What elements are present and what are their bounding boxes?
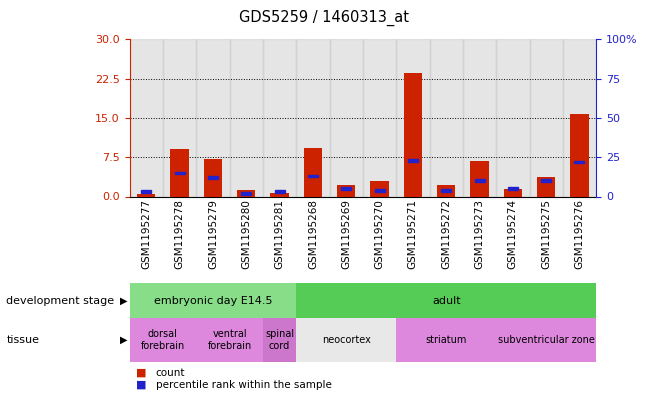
Bar [237, 190, 255, 196]
Bar [263, 39, 296, 197]
Bar [563, 39, 596, 197]
Bar [537, 176, 555, 196]
Bar [270, 193, 289, 196]
Bar [337, 185, 355, 196]
Text: percentile rank within the sample: percentile rank within the sample [156, 380, 331, 390]
Bar [570, 114, 588, 196]
Bar [463, 39, 496, 197]
Text: GDS5259 / 1460313_at: GDS5259 / 1460313_at [239, 10, 409, 26]
Bar [296, 39, 330, 197]
Bar [470, 161, 489, 196]
Text: subventricular zone: subventricular zone [498, 335, 595, 345]
Bar [503, 189, 522, 196]
Bar [396, 318, 496, 362]
Bar [529, 39, 563, 197]
Bar [408, 159, 418, 162]
Text: ventral
forebrain: ventral forebrain [207, 329, 251, 351]
Bar [508, 187, 518, 190]
Bar [496, 318, 596, 362]
Text: ■: ■ [136, 367, 146, 378]
Bar [163, 39, 196, 197]
Bar [375, 189, 384, 191]
Text: adult: adult [432, 296, 461, 306]
Text: count: count [156, 367, 185, 378]
Bar [330, 39, 363, 197]
Bar [304, 148, 322, 196]
Text: ▶: ▶ [120, 296, 128, 306]
Text: ■: ■ [136, 380, 146, 390]
Text: development stage: development stage [6, 296, 115, 306]
Text: striatum: striatum [426, 335, 467, 345]
Bar [396, 39, 430, 197]
Bar [208, 176, 218, 179]
Text: spinal
cord: spinal cord [265, 329, 294, 351]
Bar [296, 283, 596, 318]
Bar [575, 161, 584, 163]
Bar [130, 318, 196, 362]
Bar [141, 191, 151, 193]
Bar [229, 39, 263, 197]
Bar [430, 39, 463, 197]
Bar [203, 159, 222, 196]
Bar [541, 180, 551, 182]
Bar [275, 191, 284, 193]
Bar [174, 172, 185, 174]
Text: tissue: tissue [6, 335, 40, 345]
Bar [296, 318, 396, 362]
Bar [196, 39, 229, 197]
Bar [130, 39, 163, 197]
Bar [441, 189, 451, 191]
Text: neocortex: neocortex [322, 335, 371, 345]
Bar [437, 185, 456, 196]
Bar [196, 318, 263, 362]
Bar [137, 194, 156, 196]
Bar [263, 318, 296, 362]
Bar [170, 149, 189, 196]
Bar [130, 283, 296, 318]
Bar [341, 187, 351, 190]
Bar [308, 175, 318, 177]
Bar [496, 39, 529, 197]
Text: dorsal
forebrain: dorsal forebrain [141, 329, 185, 351]
Bar [371, 181, 389, 196]
Bar [474, 180, 485, 182]
Bar [404, 73, 422, 196]
Bar [363, 39, 396, 197]
Bar [241, 192, 251, 195]
Text: embryonic day E14.5: embryonic day E14.5 [154, 296, 272, 306]
Text: ▶: ▶ [120, 335, 128, 345]
